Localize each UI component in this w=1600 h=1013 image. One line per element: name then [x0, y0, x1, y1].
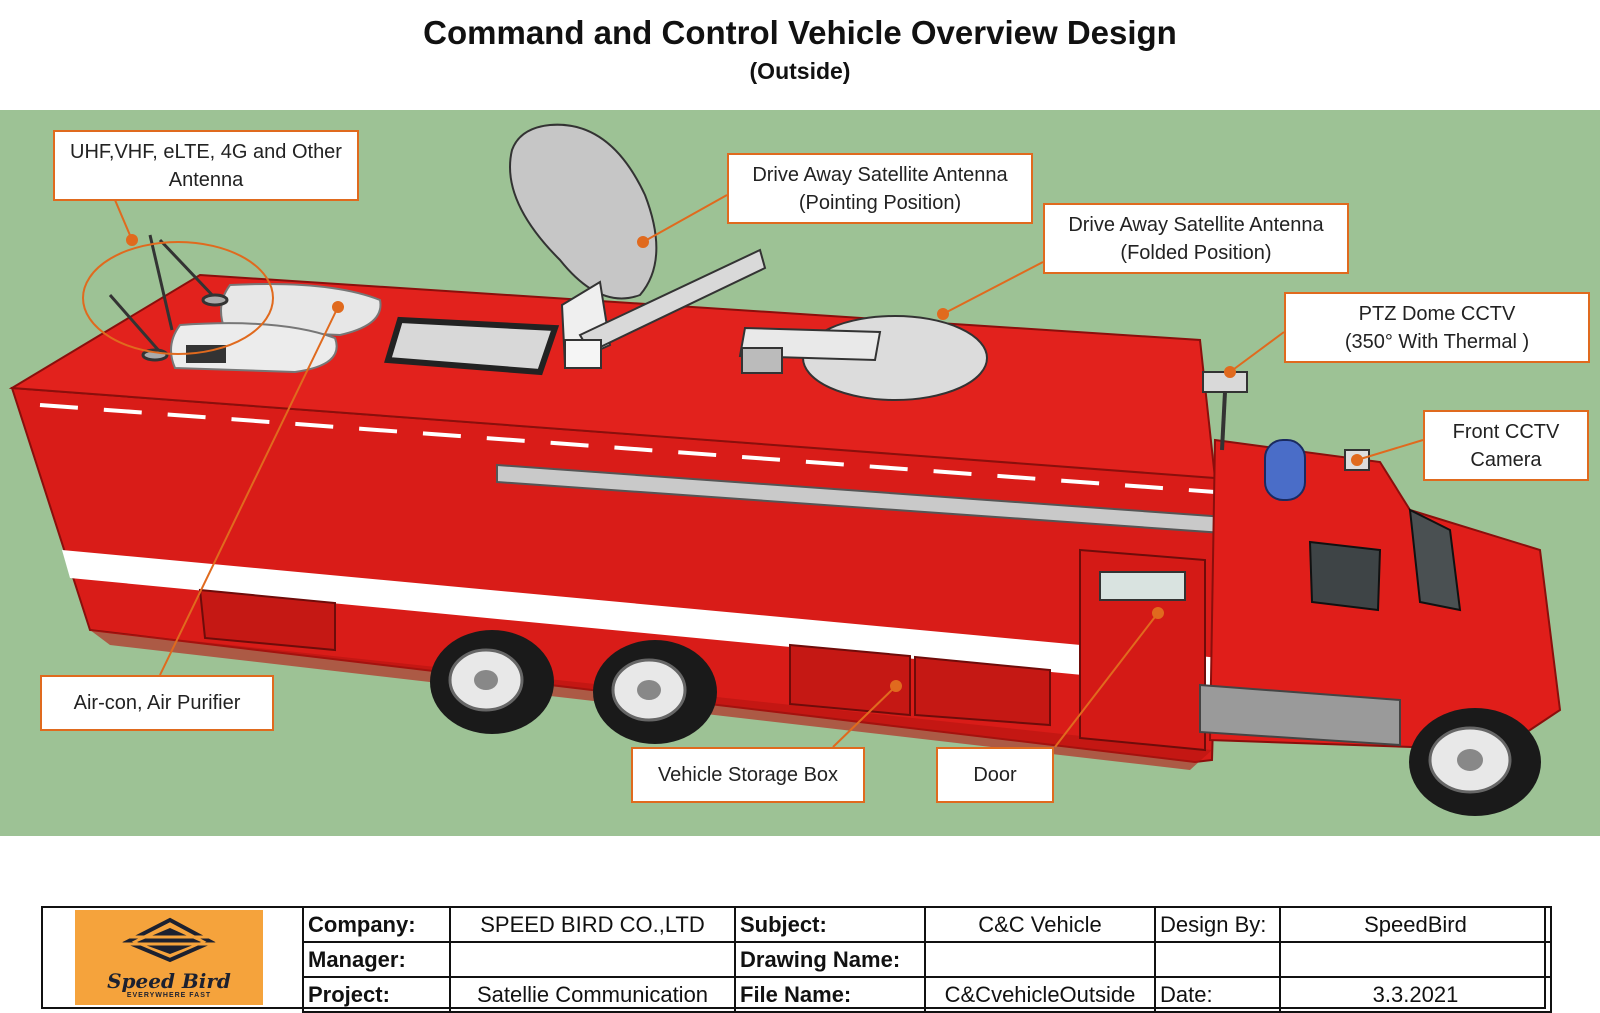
wheel-rear-1 [430, 630, 554, 734]
cab-window [1308, 540, 1382, 612]
file-name-label: File Name: [734, 976, 926, 1013]
title-row-1: Company: SPEED BIRD CO.,LTD Subject: C&C… [302, 906, 1552, 943]
date-label: Date: [1154, 976, 1281, 1013]
antenna-highlight [82, 241, 274, 355]
callout-storage-box: Vehicle Storage Box [631, 747, 865, 803]
title-block: Speed Bird EVERYWHERE FAST Company: SPEE… [41, 906, 1552, 1013]
manager-value [449, 941, 736, 978]
logo-text: Speed Bird [107, 969, 231, 993]
subject-value: C&C Vehicle [924, 906, 1156, 943]
callout-satellite-pointing: Drive Away Satellite Antenna (Pointing Po… [727, 153, 1033, 224]
title-row-2: Manager: Drawing Name: [302, 941, 1552, 978]
design-by-value: SpeedBird [1279, 906, 1552, 943]
callout-front-cctv: Front CCTV Camera [1423, 410, 1589, 481]
date-value: 3.3.2021 [1279, 976, 1552, 1013]
storage-box-front [914, 655, 1051, 727]
light-bar [1264, 439, 1306, 501]
page-subtitle: (Outside) [749, 58, 851, 84]
drawing-name-value [924, 941, 1156, 978]
body-stripe [62, 550, 1220, 688]
project-value: Satellie Communication [449, 976, 736, 1013]
title-block-table: Company: SPEED BIRD CO.,LTD Subject: C&C… [302, 906, 1552, 1013]
wheel-rear-2 [593, 640, 717, 744]
windshield [1408, 508, 1462, 612]
ptz-camera [1202, 371, 1248, 451]
title-row-3: Project: Satellie Communication File Nam… [302, 976, 1552, 1013]
empty-cell [1279, 941, 1552, 978]
vehicle-drawing: UHF,VHF, eLTE, 4G and Other Antenna Drive… [0, 110, 1600, 836]
company-value: SPEED BIRD CO.,LTD [449, 906, 736, 943]
vehicle-illustration [8, 123, 1562, 816]
truck-cab [1208, 438, 1562, 752]
file-name-value: C&CvehicleOutside [924, 976, 1156, 1013]
subject-label: Subject: [734, 906, 926, 943]
storage-box-middle [789, 643, 911, 717]
storage-box-rear [198, 588, 336, 652]
callout-door: Door [936, 747, 1054, 803]
aircon-units [170, 283, 382, 374]
callout-antenna: UHF,VHF, eLTE, 4G and Other Antenna [53, 130, 359, 201]
project-label: Project: [302, 976, 451, 1013]
manager-label: Manager: [302, 941, 451, 978]
page-title: Command and Control Vehicle Overview Des… [423, 14, 1177, 51]
company-logo: Speed Bird EVERYWHERE FAST [75, 910, 263, 1005]
callout-satellite-folded: Drive Away Satellite Antenna (Folded Posi… [1043, 203, 1349, 274]
roof-hatch [384, 316, 560, 376]
satellite-antenna-pointing [509, 123, 767, 369]
drawing-name-label: Drawing Name: [734, 941, 926, 978]
logo-tagline: EVERYWHERE FAST [126, 992, 212, 999]
callout-ptz-cctv: PTZ Dome CCTV (350° With Thermal ) [1284, 292, 1590, 363]
speedbird-logo-icon [120, 917, 216, 963]
empty-cell [1154, 941, 1281, 978]
bumper [1199, 683, 1401, 747]
satellite-antenna-folded [738, 315, 988, 401]
design-by-label: Design By: [1154, 906, 1281, 943]
wheel-front [1409, 708, 1541, 816]
company-label: Company: [302, 906, 451, 943]
callout-aircon: Air-con, Air Purifier [40, 675, 274, 731]
